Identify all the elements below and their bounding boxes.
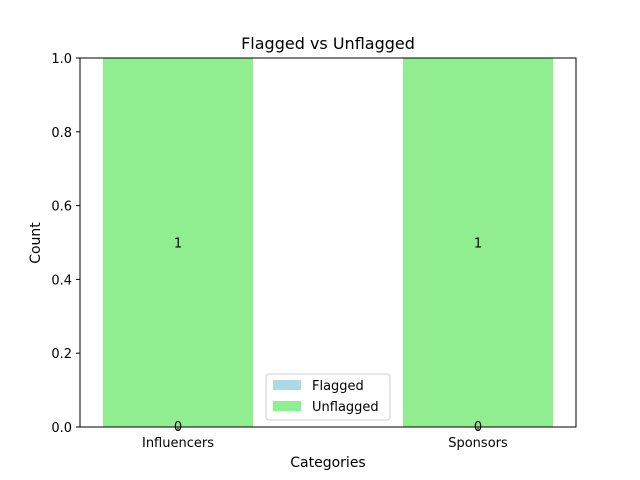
data-label-unflagged-sponsors: 1 [474,237,482,252]
y-axis: 0.0 0.2 0.4 0.6 0.8 1.0 [51,52,80,436]
legend: Flagged Unflagged [265,373,391,421]
legend-swatch-flagged [273,380,301,390]
plot-frame [79,57,577,428]
bar-unflagged-sponsors [403,58,553,427]
y-tick-label: 1.0 [51,52,72,67]
legend-label-flagged: Flagged [312,379,364,394]
y-tick-label: 0.2 [51,347,72,362]
legend-label-unflagged: Unflagged [312,400,379,415]
x-tick-label-sponsors: Sponsors [448,436,508,451]
y-tick-label: 0.0 [51,421,72,436]
chart-title: Flagged vs Unflagged [241,34,415,53]
y-tick-label: 0.6 [51,200,72,215]
bar-unflagged-influencers [103,58,253,427]
x-axis: Influencers Sponsors [142,427,508,451]
data-label-unflagged-influencers: 1 [174,237,182,252]
y-tick-label: 0.4 [51,273,72,288]
y-axis-label: Count [28,222,44,264]
x-tick-label-influencers: Influencers [142,436,214,451]
y-tick-label: 0.8 [51,126,72,141]
x-axis-label: Categories [290,455,365,471]
legend-swatch-unflagged [273,401,301,411]
